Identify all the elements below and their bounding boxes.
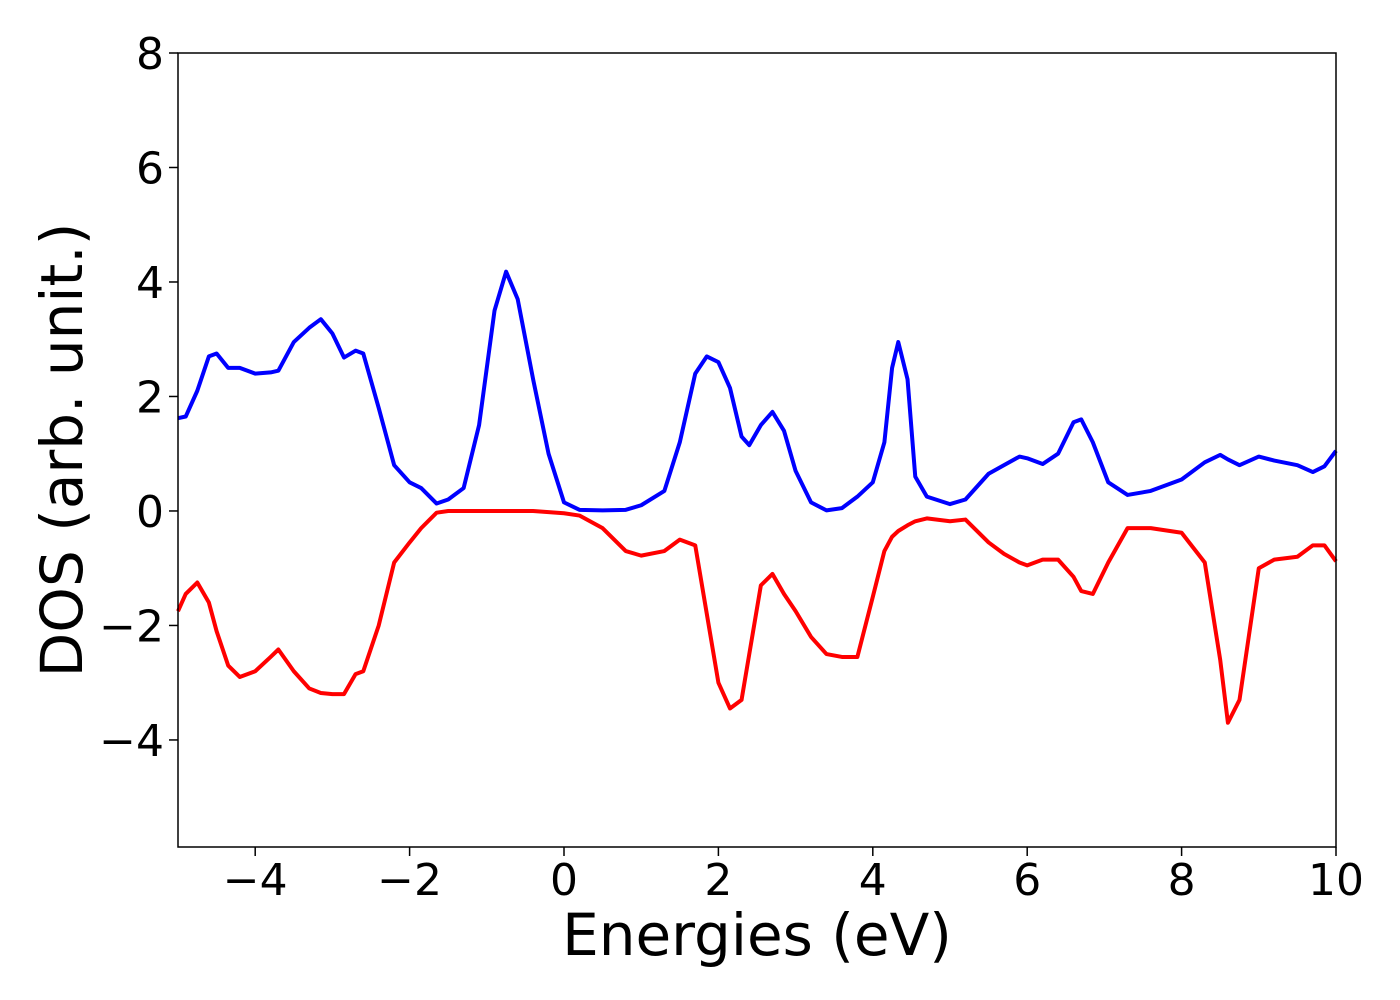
x-tick-label: 4 <box>859 855 887 906</box>
x-tick-label: 2 <box>704 855 732 906</box>
x-tick-label: −4 <box>223 855 288 906</box>
x-axis-label: Energies (eV) <box>562 901 952 969</box>
data-line <box>176 508 1338 725</box>
y-tick-label: −4 <box>99 716 164 767</box>
data-line <box>177 269 1338 513</box>
y-tick-label: 0 <box>136 487 164 538</box>
y-tick-label: 2 <box>136 372 164 423</box>
y-tick-label: 4 <box>136 258 164 309</box>
x-tick-label: −2 <box>377 855 442 906</box>
y-tick-label: 6 <box>136 143 164 194</box>
y-axis-label: DOS (arb. unit.) <box>28 223 96 678</box>
y-tick-label: 8 <box>136 29 164 80</box>
x-tick-label: 8 <box>1168 855 1196 906</box>
plot-frame <box>177 52 1337 848</box>
x-tick-label: 6 <box>1013 855 1041 906</box>
x-tick-label: 0 <box>550 855 578 906</box>
y-tick-label: −2 <box>99 601 164 652</box>
x-tick-label: 10 <box>1308 855 1364 906</box>
